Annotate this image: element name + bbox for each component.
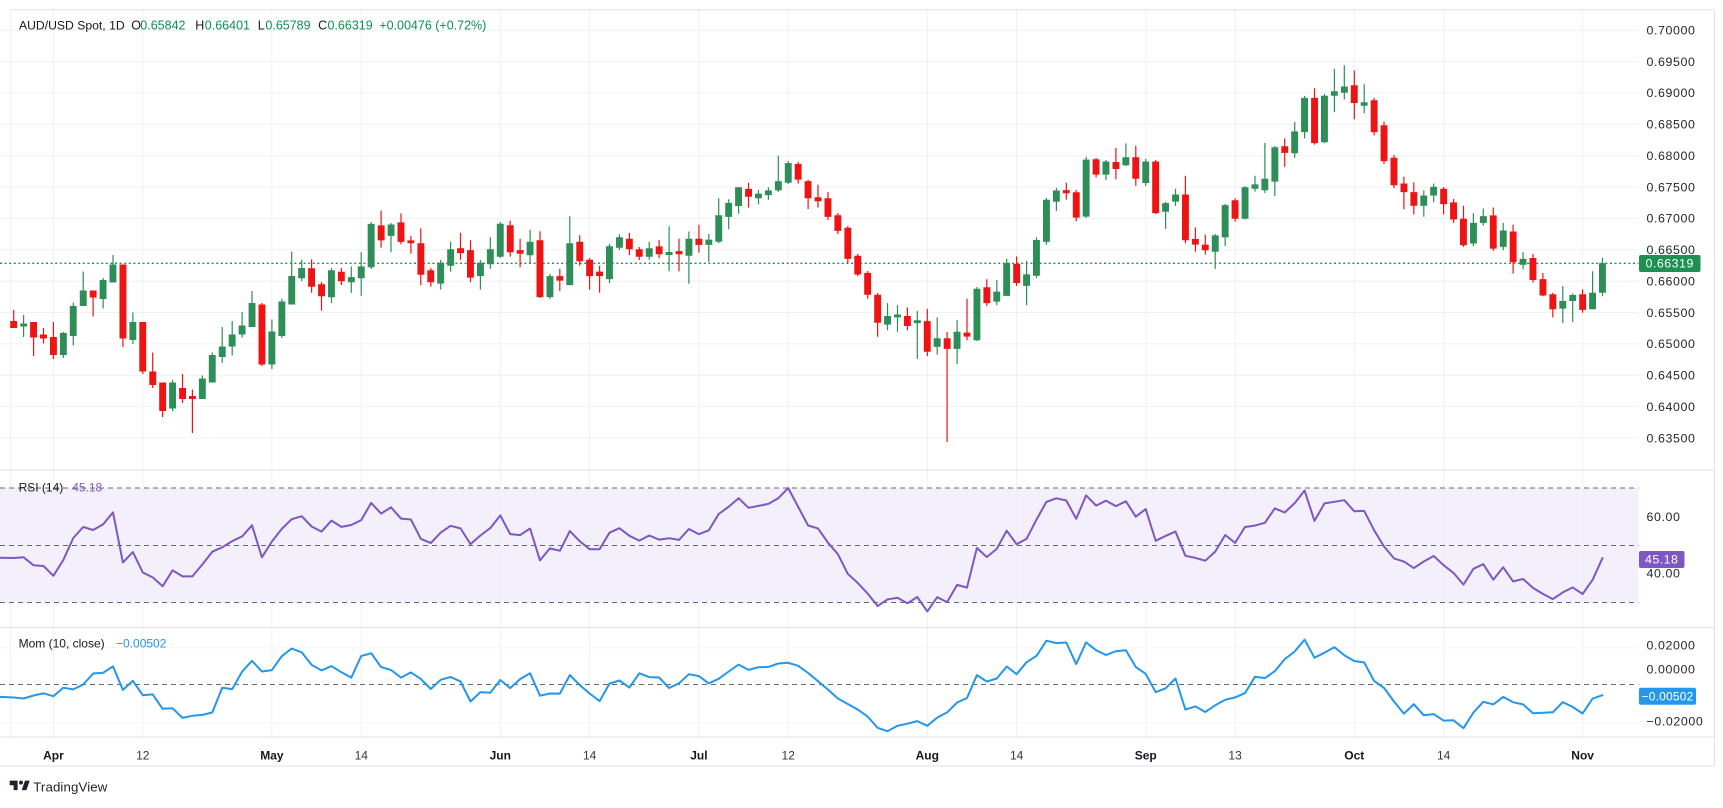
svg-text:−0.02000: −0.02000 [1647,715,1704,729]
svg-text:Apr: Apr [43,749,64,763]
svg-text:45.18: 45.18 [1645,553,1679,567]
svg-text:Nov: Nov [1571,749,1594,763]
svg-text:0.65000: 0.65000 [1647,337,1696,351]
svg-text:14: 14 [1437,749,1451,763]
svg-text:0.64500: 0.64500 [1647,369,1696,383]
svg-text:O: O [131,19,141,33]
svg-text:14: 14 [1010,749,1024,763]
svg-text:0.65789: 0.65789 [265,19,310,33]
svg-text:0.65500: 0.65500 [1647,306,1696,320]
svg-text:C: C [318,19,327,33]
svg-text:0.69000: 0.69000 [1647,86,1696,100]
svg-text:RSI (14): RSI (14) [19,480,64,494]
svg-text:0.68500: 0.68500 [1647,118,1696,132]
svg-text:0.02000: 0.02000 [1647,639,1696,653]
svg-text:Oct: Oct [1344,749,1364,763]
svg-text:13: 13 [1228,749,1242,763]
svg-text:0.67500: 0.67500 [1647,180,1696,194]
svg-text:0.66500: 0.66500 [1647,243,1696,257]
svg-text:0.66319: 0.66319 [328,19,373,33]
svg-text:May: May [260,749,284,763]
svg-text:12: 12 [136,749,150,763]
svg-text:AUD/USD Spot, 1D: AUD/USD Spot, 1D [19,19,125,33]
svg-text:60.00: 60.00 [1647,510,1681,524]
svg-text:Jun: Jun [490,749,511,763]
svg-text:H: H [195,19,204,33]
svg-text:Jul: Jul [690,749,707,763]
svg-text:0.68000: 0.68000 [1647,149,1696,163]
svg-text:Sep: Sep [1135,749,1157,763]
svg-text:−0.00502: −0.00502 [116,637,167,651]
svg-text:14: 14 [355,749,369,763]
svg-text:0.65842: 0.65842 [140,19,185,33]
svg-text:−0.00502: −0.00502 [1642,689,1694,703]
svg-text:0.69500: 0.69500 [1647,55,1696,69]
svg-text:40.00: 40.00 [1647,567,1681,581]
svg-text:14: 14 [583,749,597,763]
svg-text:45.18: 45.18 [72,480,102,494]
svg-text:L: L [258,19,265,33]
svg-text:Aug: Aug [916,749,939,763]
svg-text:0.66401: 0.66401 [205,19,250,33]
svg-text:12: 12 [782,749,796,763]
svg-text:0.64000: 0.64000 [1647,400,1696,414]
svg-text:0.67000: 0.67000 [1647,212,1696,226]
svg-text:0.63500: 0.63500 [1647,431,1696,445]
svg-text:+0.00476 (+0.72%): +0.00476 (+0.72%) [379,19,486,33]
svg-text:0.66000: 0.66000 [1647,274,1696,288]
svg-text:0.70000: 0.70000 [1647,24,1696,38]
svg-text:0.00000: 0.00000 [1647,663,1696,677]
svg-text:Mom (10, close): Mom (10, close) [19,637,105,651]
svg-text:TradingView: TradingView [33,779,108,794]
svg-text:0.66319: 0.66319 [1646,257,1694,271]
